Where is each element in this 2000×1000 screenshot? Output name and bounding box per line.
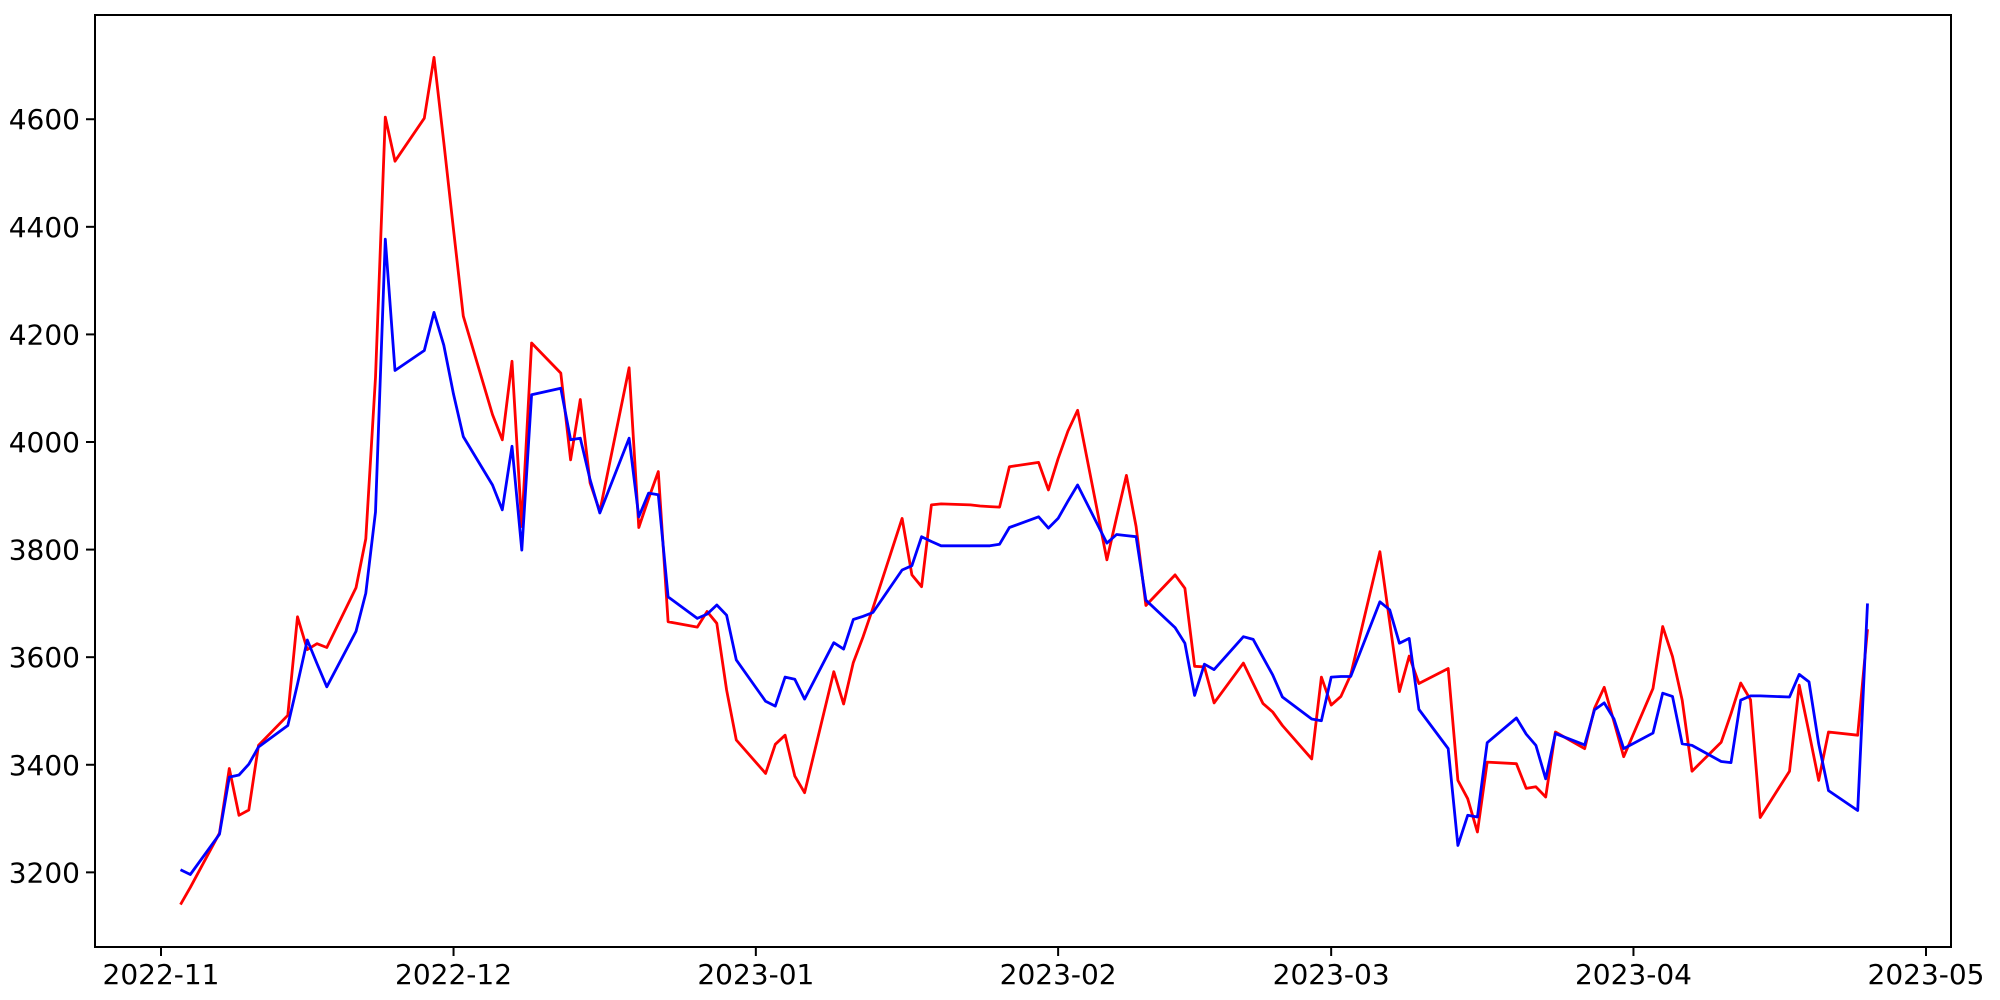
plot-border [94, 14, 1952, 948]
x-tick-label: 2023-03 [1273, 958, 1390, 991]
x-axis-ticks: 2022-11 2022-12 2023-01 2023-02 2023-03 2023-… [103, 947, 1985, 991]
y-tick-label: 3600 [9, 641, 80, 674]
y-tick-label: 4000 [9, 426, 80, 459]
x-tick-label: 2023-01 [697, 958, 814, 991]
x-tick-label: 2023-04 [1575, 958, 1692, 991]
x-tick-label: 2022-12 [395, 958, 512, 991]
y-tick-label: 4400 [9, 211, 80, 244]
y-tick-label: 4600 [9, 103, 80, 136]
series-group [179, 56, 1869, 906]
y-axis-ticks: 3200 3400 3600 3800 4000 4200 4400 4600 [9, 103, 95, 889]
y-tick-label: 4200 [9, 318, 80, 351]
x-tick-label: 2023-05 [1868, 958, 1985, 991]
x-tick-label: 2022-11 [103, 958, 220, 991]
blue-series-line [179, 237, 1869, 876]
y-tick-label: 3400 [9, 749, 80, 782]
y-tick-label: 3200 [9, 856, 80, 889]
plot-area [95, 15, 1951, 947]
y-tick-label: 3800 [9, 534, 80, 567]
x-tick-label: 2023-02 [1000, 958, 1117, 991]
